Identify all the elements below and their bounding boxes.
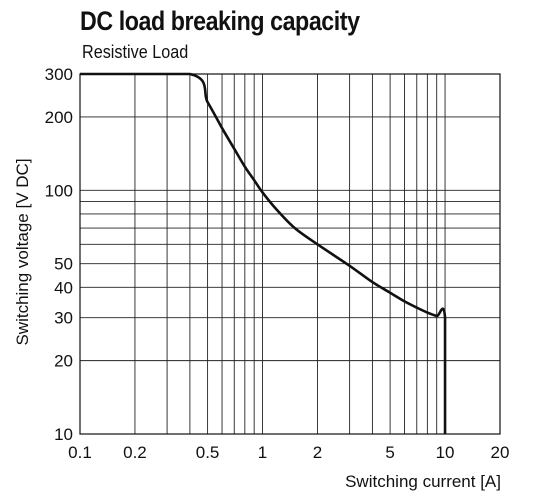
x-tick-label: 10 xyxy=(436,443,455,462)
x-tick-label: 5 xyxy=(385,443,394,462)
y-axis-label: Switching voltage [V DC] xyxy=(13,158,32,345)
x-tick-label: 0.5 xyxy=(196,443,220,462)
x-axis-ticks: 0.1 0.2 0.5 1 2 5 10 20 xyxy=(68,443,509,462)
y-tick-label: 10 xyxy=(54,425,73,444)
x-tick-label: 1 xyxy=(258,443,267,462)
y-axis-ticks: 300 200 100 50 40 30 20 10 xyxy=(45,65,73,444)
y-tick-label: 100 xyxy=(45,181,73,200)
plot-frame xyxy=(79,73,501,435)
x-tick-label: 0.1 xyxy=(68,443,92,462)
breaking-capacity-curve xyxy=(80,72,447,434)
chart-subtitle: Resistive Load xyxy=(82,42,189,62)
y-tick-label: 20 xyxy=(54,352,73,371)
y-tick-label: 30 xyxy=(54,309,73,328)
x-axis-label: Switching current [A] xyxy=(345,472,501,491)
x-tick-label: 20 xyxy=(491,443,510,462)
y-tick-label: 200 xyxy=(45,108,73,127)
grid xyxy=(79,73,501,435)
series-layer xyxy=(80,72,447,434)
x-tick-label: 0.2 xyxy=(123,443,147,462)
x-tick-label: 2 xyxy=(313,443,322,462)
y-tick-label: 300 xyxy=(45,65,73,84)
chart-title: DC load breaking capacity xyxy=(80,6,360,36)
y-tick-label: 40 xyxy=(54,278,73,297)
y-tick-label: 50 xyxy=(54,255,73,274)
